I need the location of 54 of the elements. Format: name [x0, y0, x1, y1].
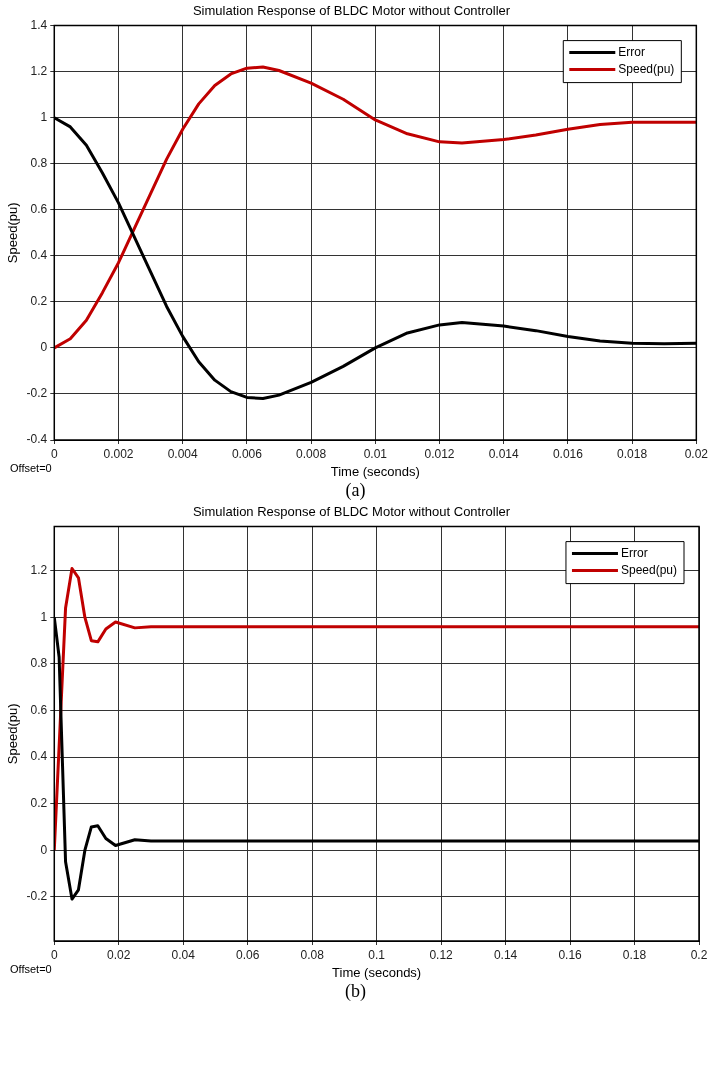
legend-label: Speed(pu): [618, 61, 675, 76]
y-tick-label: 1.4: [30, 17, 48, 32]
x-tick-label: 0.02: [107, 947, 131, 962]
legend-label: Error: [618, 44, 645, 59]
x-tick-label: 0.016: [552, 446, 584, 461]
x-tick-label: 0.18: [622, 947, 647, 962]
y-tick-label: 0: [40, 340, 48, 355]
x-tick-label: 0.008: [296, 446, 327, 461]
text: (a): [344, 480, 367, 501]
y-axis-title: Speed(pu): [5, 703, 21, 765]
y-tick-label: 0: [40, 842, 48, 857]
y-tick-label: 0.6: [30, 202, 48, 217]
chart-title: Simulation Response of BLDC Motor without Controller: [192, 3, 511, 19]
x-tick-label: 0.014: [488, 446, 520, 461]
y-tick-label: 0.6: [30, 702, 48, 717]
y-tick-label: 1: [40, 110, 48, 124]
legend-label: Speed(pu): [620, 562, 678, 577]
y-tick-label: 0.2: [30, 795, 48, 810]
legend-label: Error: [620, 545, 648, 560]
y-tick-label: 0.4: [30, 749, 48, 764]
y-tick-label: 1: [40, 609, 48, 624]
x-tick-label: 0.02: [684, 446, 709, 461]
y-tick-label: -0.4: [26, 432, 48, 447]
x-axis-title: Time (seconds): [330, 463, 420, 479]
x-tick-label: 0.14: [493, 947, 518, 962]
x-tick-label: 0: [50, 947, 58, 962]
text: Offset=0: [10, 462, 52, 474]
x-tick-label: 0.08: [300, 947, 325, 962]
x-tick-label: 0.012: [424, 446, 455, 461]
x-tick-label: 0.2: [690, 947, 708, 962]
x-tick-label: 0.12: [429, 947, 454, 962]
text: (b): [344, 981, 367, 1002]
x-tick-label: 0: [50, 446, 58, 461]
x-tick-label: 0.01: [363, 446, 388, 461]
x-tick-label: 0.16: [558, 947, 583, 962]
y-tick-label: 0.4: [30, 248, 48, 263]
y-tick-label: -0.2: [26, 889, 48, 904]
x-tick-label: 0.002: [103, 446, 134, 461]
x-tick-label: 0.006: [231, 446, 263, 461]
x-tick-label: 0.04: [171, 947, 196, 962]
x-tick-label: 0.1: [368, 947, 386, 962]
x-tick-label: 0.06: [236, 947, 260, 962]
text: Offset=0: [10, 963, 52, 975]
y-tick-label: 0.8: [30, 656, 48, 671]
x-axis-title: Time (seconds): [332, 964, 422, 980]
y-tick-label: 1.2: [30, 563, 48, 578]
y-axis-title: Speed(pu): [5, 202, 21, 264]
y-tick-label: 1.2: [30, 63, 48, 78]
y-tick-label: 0.8: [30, 156, 48, 171]
chart-title: Simulation Response of BLDC Motor without Controller: [192, 504, 511, 520]
y-tick-label: 0.2: [30, 294, 48, 309]
x-tick-label: 0.004: [167, 446, 199, 461]
y-tick-label: -0.2: [26, 386, 48, 401]
x-tick-label: 0.018: [617, 446, 648, 461]
